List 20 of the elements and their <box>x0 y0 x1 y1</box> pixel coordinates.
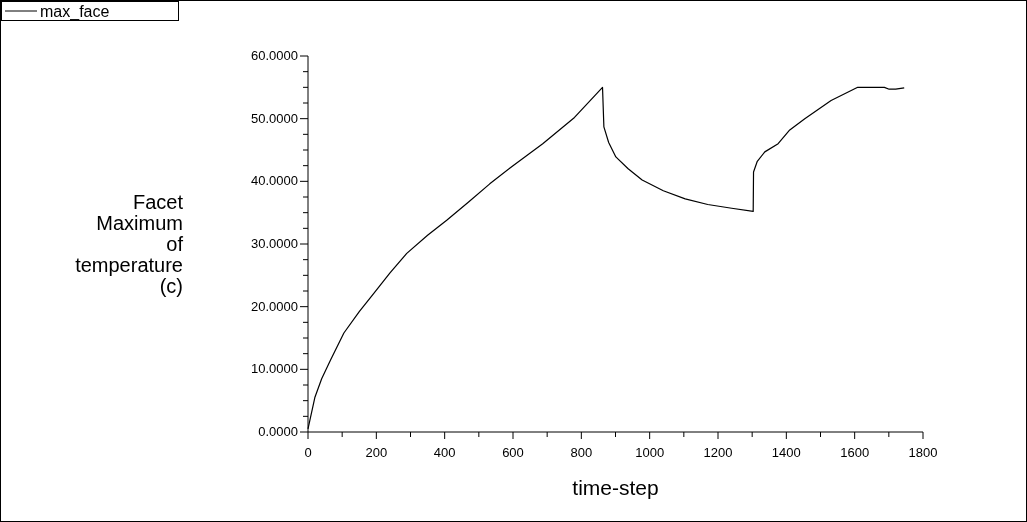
x-tick-label: 1400 <box>771 445 801 460</box>
x-tick-label: 400 <box>433 445 456 460</box>
x-tick-label: 1800 <box>908 445 938 460</box>
x-tick-label: 1000 <box>635 445 665 460</box>
x-tick-label: 0 <box>304 445 312 460</box>
x-tick-label: 1600 <box>840 445 870 460</box>
y-tick-label: 60.0000 <box>251 48 298 63</box>
x-axis-title: time-step <box>572 476 659 499</box>
x-tick-label: 200 <box>365 445 388 460</box>
x-tick-label: 800 <box>570 445 593 460</box>
x-tick-label: 600 <box>502 445 524 460</box>
y-tick-label: 10.0000 <box>251 361 298 377</box>
legend-label: max_face <box>40 3 110 21</box>
y-tick-label: 0.0000 <box>258 424 298 439</box>
x-tick-label: 1200 <box>703 445 733 460</box>
y-tick-label: 40.0000 <box>251 173 298 189</box>
y-tick-label: 20.0000 <box>251 298 298 314</box>
y-axis-title: Facet Maximum of temperature (c) <box>75 191 184 297</box>
y-tick-label: 50.0000 <box>251 110 298 126</box>
y-tick-label: 30.0000 <box>251 236 298 251</box>
